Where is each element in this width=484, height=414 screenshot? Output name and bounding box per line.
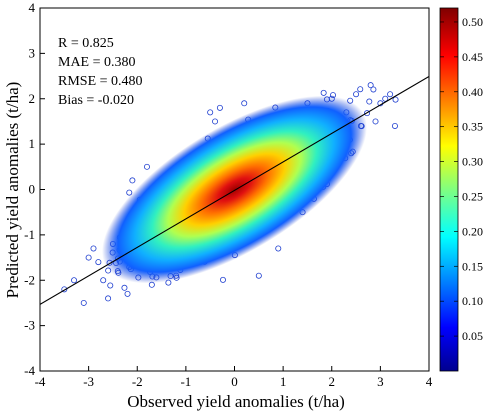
data-point [85, 254, 92, 261]
colorbar-ticks: 0.05 0.10 0.15 0.20 0.25 0.30 0.35 0.40 0.45 0.50 [440, 15, 483, 343]
data-point [107, 282, 114, 289]
data-point [320, 89, 327, 96]
stat-r: R = 0.825 [58, 36, 114, 51]
data-point [124, 290, 131, 297]
stats-box: R = 0.825 MAE = 0.380 RMSE = 0.480 Bias … [58, 36, 143, 108]
data-point [392, 96, 399, 103]
data-point [241, 100, 248, 107]
colorbar-tick-label: 0.30 [462, 155, 483, 169]
fit-line [40, 75, 429, 305]
data-point [255, 272, 262, 279]
y-axis-title: Predicted yield anomalies (t/ha) [3, 82, 22, 299]
colorbar-tick-label: 0.20 [462, 224, 483, 238]
colorbar [439, 7, 459, 372]
y-axis: -4 -3 -2 -1 0 1 2 3 4 [24, 0, 45, 378]
data-point [207, 109, 214, 116]
x-tick-label: -3 [83, 374, 94, 389]
x-tick-label: -1 [180, 374, 191, 389]
colorbar-tick-label: 0.15 [462, 259, 483, 273]
data-point [357, 86, 364, 93]
data-point [367, 82, 374, 89]
stat-mae: MAE = 0.380 [58, 55, 136, 70]
data-point [100, 277, 107, 284]
colorbar-tick-label: 0.50 [462, 15, 483, 29]
data-point [364, 110, 371, 117]
data-point [370, 86, 377, 93]
x-tick-label: -4 [35, 374, 46, 389]
data-point [105, 295, 112, 302]
x-tick-label: 4 [426, 374, 433, 389]
data-point [90, 245, 97, 252]
data-point [121, 284, 128, 291]
data-point [129, 177, 136, 184]
colorbar-tick-label: 0.10 [462, 294, 483, 308]
stat-bias: Bias = -0.020 [58, 93, 134, 108]
data-point [366, 98, 373, 105]
x-axis: -4 -3 -2 -1 0 1 2 3 4 [35, 366, 433, 389]
data-point [353, 91, 360, 98]
data-point [61, 286, 68, 293]
x-tick-label: 0 [231, 374, 238, 389]
y-tick-label: 3 [29, 45, 36, 60]
colorbar-tick-label: 0.05 [462, 329, 483, 343]
colorbar-tick-label: 0.35 [462, 120, 483, 134]
y-tick-label: 2 [29, 91, 36, 106]
data-point [219, 276, 226, 283]
data-point [80, 299, 87, 306]
density-core [102, 95, 367, 284]
y-tick-label: -3 [24, 318, 35, 333]
y-tick-label: -4 [24, 363, 35, 378]
y-tick-label: 0 [29, 182, 36, 197]
colorbar-tick-label: 0.40 [462, 85, 483, 99]
y-tick-label: -1 [24, 227, 35, 242]
y-tick-label: 4 [29, 0, 36, 15]
x-tick-label: 2 [329, 374, 336, 389]
colorbar-tick-label: 0.25 [462, 189, 483, 203]
stat-rmse: RMSE = 0.480 [58, 74, 143, 89]
data-point [275, 245, 282, 252]
colorbar-tick-label: 0.45 [462, 50, 483, 64]
y-tick-label: -2 [24, 272, 35, 287]
data-point [387, 91, 394, 98]
data-point [372, 118, 379, 125]
y-tick-label: 1 [29, 136, 36, 151]
data-point [216, 104, 223, 111]
x-tick-label: -2 [132, 374, 143, 389]
data-point [95, 259, 102, 266]
data-point [143, 163, 150, 170]
x-tick-label: 3 [377, 374, 384, 389]
x-tick-label: 1 [280, 374, 287, 389]
data-point [391, 122, 398, 129]
data-point [126, 189, 133, 196]
data-point [212, 118, 219, 125]
data-point [71, 277, 78, 284]
x-axis-title: Observed yield anomalies (t/ha) [127, 392, 345, 411]
data-point [382, 95, 389, 102]
